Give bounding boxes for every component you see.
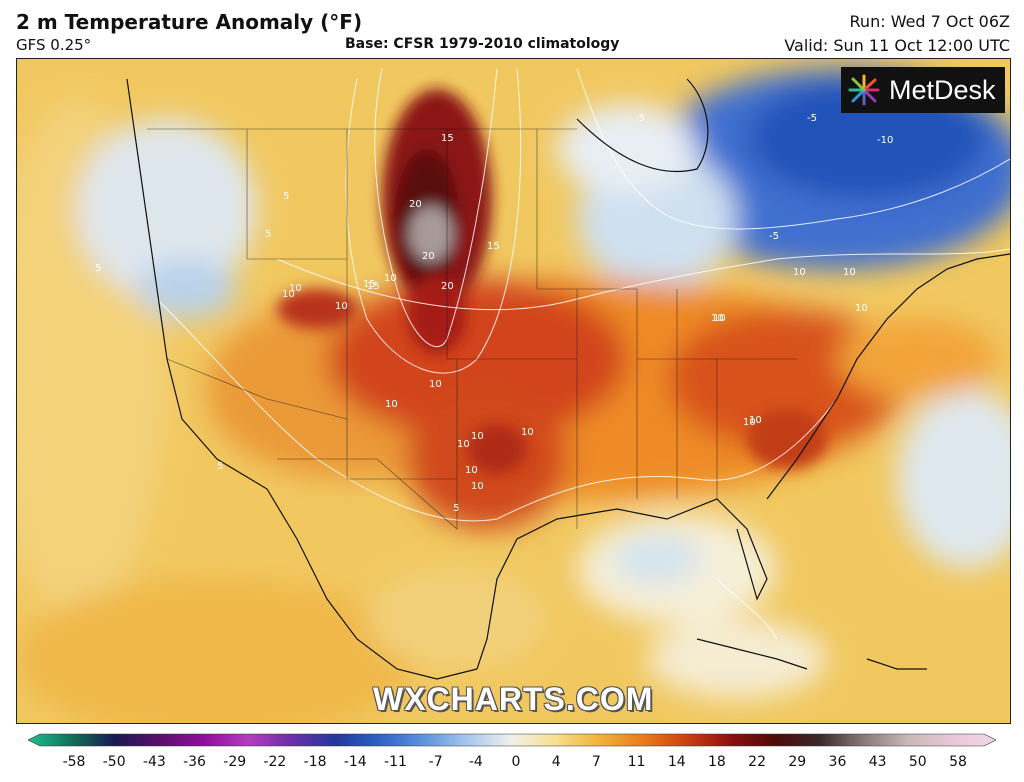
climatology-base-label: Base: CFSR 1979-2010 climatology: [345, 36, 620, 52]
contour-label: 10: [335, 301, 348, 312]
contour-label: 10: [385, 399, 398, 410]
state-borders: [147, 128, 797, 530]
contour-label: 5: [265, 229, 271, 240]
contour-label: 5: [283, 191, 289, 202]
contour-label: 10: [429, 379, 442, 390]
colorbar-tick-label: 50: [909, 754, 927, 770]
colorbar-tick-label: -7: [429, 754, 443, 770]
colorbar-tick-label: -29: [223, 754, 246, 770]
contour-label-group: 15 20 15 15 20 20 10 10 10 15 10 10 10 1…: [95, 113, 893, 514]
contour-label: 10: [384, 273, 397, 284]
contour-label: 10: [465, 465, 478, 476]
colorbar-tick-label: -50: [103, 754, 126, 770]
colorbar-tick-label: -58: [63, 754, 86, 770]
colorbar-tick-label: 43: [869, 754, 887, 770]
anomaly-map[interactable]: 15 20 15 15 20 20 10 10 10 15 10 10 10 1…: [16, 58, 1011, 724]
colorbar-strip: [28, 733, 996, 747]
colorbar-tick-label: 58: [949, 754, 967, 770]
coastlines: [126, 78, 1010, 680]
contour-label: 15: [367, 281, 380, 292]
contour-label: 10: [471, 431, 484, 442]
contour-label: 10: [471, 481, 484, 492]
contour-label: 15: [487, 241, 500, 252]
metdesk-logo-text: MetDesk: [889, 74, 996, 105]
colorbar-tick-label: -4: [469, 754, 483, 770]
contour-label: 10: [743, 417, 756, 428]
contour-label: 10: [521, 427, 534, 438]
colorbar-tick-label: 18: [708, 754, 726, 770]
contour-label: 10: [855, 303, 868, 314]
metdesk-logo: MetDesk: [841, 67, 1005, 113]
chart-title: 2 m Temperature Anomaly (°F): [16, 10, 363, 34]
colorbar-tick-label: -36: [183, 754, 206, 770]
colorbar-ticks: -58 -50 -43 -36 -29 -22 -18 -14 -11 -7 -4 0 4 7 11 14 18…: [63, 754, 967, 770]
anomaly-map-canvas: 15 20 15 15 20 20 10 10 10 15 10 10 10 1…: [17, 59, 1010, 723]
contour-label: 10: [282, 289, 295, 300]
run-time-label: Run: Wed 7 Oct 06Z: [849, 12, 1010, 31]
wxcharts-watermark: WXCHARTS.COM: [373, 681, 654, 717]
colorbar-tick-label: 4: [552, 754, 561, 770]
contour-label: 5: [453, 503, 459, 514]
metdesk-burst-icon: [848, 74, 880, 106]
colorbar-tick-label: -22: [263, 754, 286, 770]
contour-label: 10: [843, 267, 856, 278]
contour-label: -5: [807, 113, 817, 124]
contour-label: 15: [441, 133, 454, 144]
colorbar: -58 -50 -43 -36 -29 -22 -18 -14 -11 -7 -4 0 4 7 11 14 18…: [28, 733, 996, 770]
contour-label: -5: [769, 231, 779, 242]
contour-label: 15: [363, 279, 376, 290]
contour-label: 10: [289, 283, 302, 294]
colorbar-tick-label: -43: [143, 754, 166, 770]
colorbar-tick-label: 7: [592, 754, 601, 770]
valid-time-label: Valid: Sun 11 Oct 12:00 UTC: [784, 36, 1010, 55]
colorbar-tick-label: 14: [668, 754, 686, 770]
contour-label: 10: [713, 313, 726, 324]
contour-label: 20: [422, 251, 435, 262]
contour-label: 5: [217, 461, 223, 472]
contour-label: 10: [749, 415, 762, 426]
colorbar-tick-label: 22: [748, 754, 766, 770]
model-label: GFS 0.25°: [16, 36, 92, 54]
contour-label: 20: [441, 281, 454, 292]
contour-label: 10: [793, 267, 806, 278]
contour-label: 10: [711, 313, 724, 324]
colorbar-tick-label: 29: [788, 754, 806, 770]
colorbar-tick-label: 11: [628, 754, 646, 770]
contour-label: 20: [409, 199, 422, 210]
contour-label: 5: [95, 263, 101, 274]
contour-label: 10: [457, 439, 470, 450]
colorbar-tick-label: -14: [344, 754, 367, 770]
contour-label: -10: [877, 135, 893, 146]
colorbar-tick-label: -11: [384, 754, 407, 770]
contour-label: -5: [635, 113, 645, 124]
colorbar-tick-label: 36: [829, 754, 847, 770]
colorbar-tick-label: -18: [304, 754, 327, 770]
hot-core-layer: [277, 89, 827, 474]
colorbar-tick-label: 0: [512, 754, 521, 770]
colorbar-gradient: [28, 733, 996, 747]
